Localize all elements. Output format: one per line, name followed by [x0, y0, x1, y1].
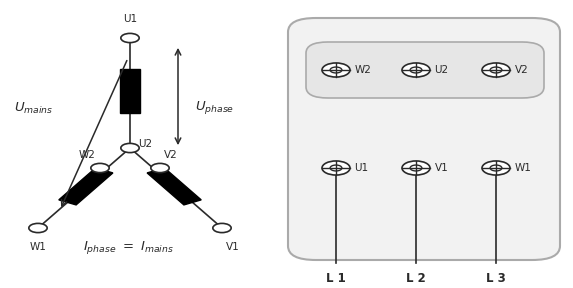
- Circle shape: [402, 63, 430, 77]
- Text: W2: W2: [355, 65, 371, 75]
- Text: U1: U1: [123, 14, 137, 24]
- Text: U2: U2: [434, 65, 449, 75]
- Polygon shape: [147, 168, 201, 205]
- Circle shape: [29, 223, 47, 233]
- Text: L 3: L 3: [486, 272, 506, 285]
- Text: U2: U2: [138, 139, 152, 149]
- Circle shape: [322, 161, 350, 175]
- FancyBboxPatch shape: [288, 18, 560, 260]
- Text: $U_{\mathregular{phase}}$: $U_{\mathregular{phase}}$: [195, 99, 234, 117]
- Circle shape: [121, 33, 139, 43]
- Text: L 1: L 1: [326, 272, 346, 285]
- Text: W2: W2: [79, 150, 96, 160]
- Text: $U_{\mathregular{mains}}$: $U_{\mathregular{mains}}$: [14, 101, 53, 115]
- Circle shape: [402, 161, 430, 175]
- Circle shape: [482, 63, 510, 77]
- Text: V2: V2: [515, 65, 528, 75]
- Circle shape: [410, 67, 422, 73]
- Text: L 2: L 2: [406, 272, 426, 285]
- Text: $I_{\mathregular{phase}}\ =\ I_{\mathregular{mains}}$: $I_{\mathregular{phase}}\ =\ I_{\mathreg…: [83, 240, 174, 257]
- Text: V1: V1: [434, 163, 448, 173]
- Circle shape: [490, 165, 502, 171]
- Text: U1: U1: [355, 163, 368, 173]
- Circle shape: [322, 63, 350, 77]
- Polygon shape: [120, 69, 140, 113]
- Text: W1: W1: [30, 242, 46, 252]
- Circle shape: [330, 67, 342, 73]
- Circle shape: [213, 223, 231, 233]
- Polygon shape: [59, 168, 113, 205]
- Text: V2: V2: [164, 150, 178, 160]
- Circle shape: [490, 67, 502, 73]
- Text: V1: V1: [226, 242, 240, 252]
- FancyBboxPatch shape: [306, 42, 544, 98]
- Circle shape: [482, 161, 510, 175]
- Circle shape: [410, 165, 422, 171]
- Circle shape: [121, 143, 139, 153]
- Circle shape: [151, 163, 169, 173]
- Text: W1: W1: [515, 163, 532, 173]
- Circle shape: [91, 163, 109, 173]
- Circle shape: [330, 165, 342, 171]
